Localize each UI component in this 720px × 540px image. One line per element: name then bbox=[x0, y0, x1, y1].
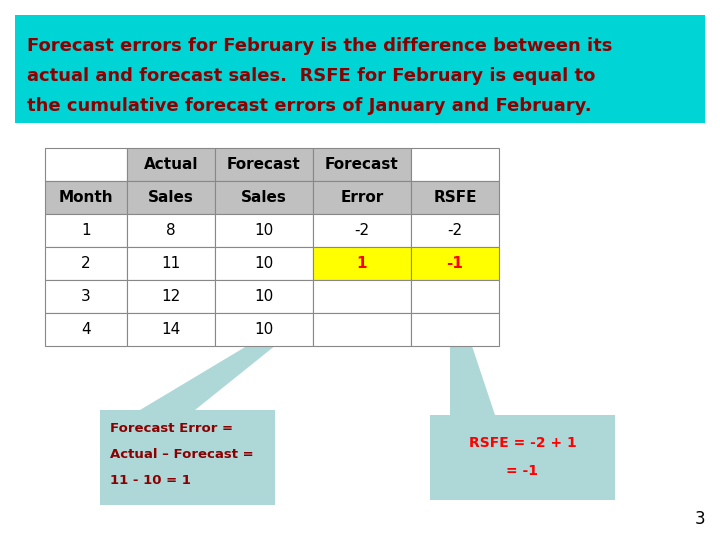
Text: = -1: = -1 bbox=[506, 464, 539, 478]
Text: Actual: Actual bbox=[144, 157, 198, 172]
Bar bbox=[127, 148, 215, 181]
Text: Error: Error bbox=[341, 190, 384, 205]
Bar bbox=[411, 247, 499, 280]
Polygon shape bbox=[140, 280, 357, 410]
Bar bbox=[127, 181, 215, 214]
Bar bbox=[313, 247, 411, 280]
Text: Forecast errors for February is the difference between its: Forecast errors for February is the diff… bbox=[27, 37, 613, 55]
Text: -2: -2 bbox=[447, 223, 462, 238]
Text: the cumulative forecast errors of January and February.: the cumulative forecast errors of Januar… bbox=[27, 97, 592, 115]
Text: 1: 1 bbox=[356, 256, 367, 271]
Bar bbox=[411, 313, 499, 346]
Bar bbox=[411, 280, 499, 313]
Text: 10: 10 bbox=[254, 223, 274, 238]
Bar bbox=[215, 148, 313, 181]
Bar bbox=[215, 313, 313, 346]
Bar bbox=[127, 313, 215, 346]
Bar bbox=[313, 214, 411, 247]
Text: 8: 8 bbox=[166, 223, 176, 238]
Text: 14: 14 bbox=[161, 322, 181, 337]
Bar bbox=[215, 247, 313, 280]
Text: 10: 10 bbox=[254, 256, 274, 271]
Bar bbox=[127, 214, 215, 247]
Bar bbox=[15, 15, 705, 123]
Text: 3: 3 bbox=[694, 510, 705, 528]
Text: Actual – Forecast =: Actual – Forecast = bbox=[110, 448, 253, 461]
Bar bbox=[45, 214, 127, 247]
Text: RSFE = -2 + 1: RSFE = -2 + 1 bbox=[469, 436, 577, 450]
Text: 4: 4 bbox=[81, 322, 91, 337]
Text: RSFE: RSFE bbox=[433, 190, 477, 205]
Bar bbox=[127, 247, 215, 280]
Bar bbox=[215, 280, 313, 313]
Bar bbox=[411, 148, 499, 181]
Bar bbox=[313, 148, 411, 181]
Bar bbox=[45, 181, 127, 214]
Text: Forecast: Forecast bbox=[227, 157, 301, 172]
Bar bbox=[313, 313, 411, 346]
Bar bbox=[411, 214, 499, 247]
Bar bbox=[100, 410, 275, 505]
Bar bbox=[45, 280, 127, 313]
Bar bbox=[45, 247, 127, 280]
Text: actual and forecast sales.  RSFE for February is equal to: actual and forecast sales. RSFE for Febr… bbox=[27, 67, 595, 85]
Bar bbox=[215, 214, 313, 247]
Text: Month: Month bbox=[59, 190, 113, 205]
Text: 3: 3 bbox=[81, 289, 91, 304]
Text: 10: 10 bbox=[254, 289, 274, 304]
Bar bbox=[313, 181, 411, 214]
Bar bbox=[430, 415, 615, 500]
Bar bbox=[45, 148, 127, 181]
Bar bbox=[45, 313, 127, 346]
Text: -1: -1 bbox=[446, 256, 464, 271]
Bar bbox=[215, 181, 313, 214]
Text: 2: 2 bbox=[81, 256, 91, 271]
Text: 11: 11 bbox=[161, 256, 181, 271]
Bar bbox=[411, 181, 499, 214]
Text: Forecast Error =: Forecast Error = bbox=[110, 422, 233, 435]
Text: Sales: Sales bbox=[241, 190, 287, 205]
Text: Sales: Sales bbox=[148, 190, 194, 205]
Text: 1: 1 bbox=[81, 223, 91, 238]
Bar bbox=[313, 280, 411, 313]
Text: 12: 12 bbox=[161, 289, 181, 304]
Text: 11 - 10 = 1: 11 - 10 = 1 bbox=[110, 474, 191, 487]
Text: Forecast: Forecast bbox=[325, 157, 399, 172]
Bar bbox=[127, 280, 215, 313]
Text: 10: 10 bbox=[254, 322, 274, 337]
Polygon shape bbox=[450, 280, 495, 415]
Text: -2: -2 bbox=[354, 223, 369, 238]
